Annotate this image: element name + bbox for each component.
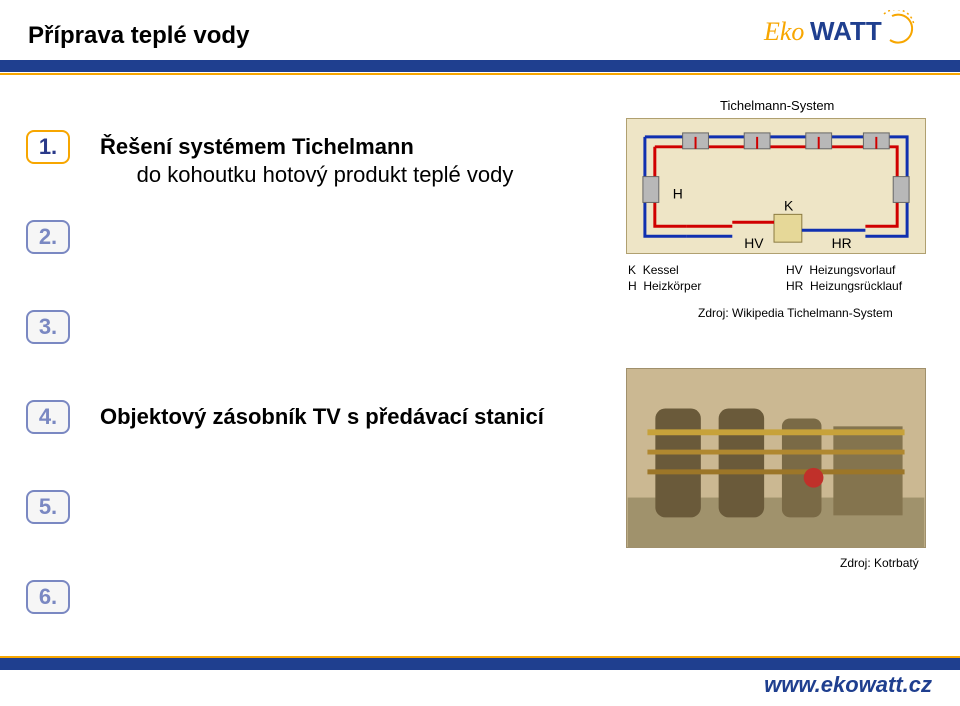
legend-sym: HR [786, 279, 803, 293]
legend-sym: H [628, 279, 637, 293]
nav-step-label: 5. [39, 494, 57, 520]
legend-text: Heizungsrücklauf [810, 279, 902, 293]
header: Příprava teplé vody Eko WATT [0, 0, 960, 64]
photo-caption: Zdroj: Kotrbatý [840, 556, 919, 570]
brand-logo: Eko WATT [762, 10, 932, 50]
header-divider [0, 60, 960, 75]
nav-step-5[interactable]: 5. [26, 490, 70, 524]
diagram-title: Tichelmann-System [720, 98, 834, 113]
nav-step-label: 4. [39, 404, 57, 430]
body-line-2: do kohoutku hotový produkt teplé vody [100, 162, 513, 188]
nav-step-label: 1. [39, 134, 57, 160]
legend-text: Kessel [643, 263, 679, 277]
nav-step-label: 6. [39, 584, 57, 610]
body-line-4: Objektový zásobník TV s předávací stanic… [100, 404, 544, 430]
body-line-1: Řešení systémem Tichelmann [100, 134, 414, 160]
diagram-label-hr: HR [832, 235, 852, 251]
diagram-label-k: K [784, 197, 794, 213]
footer-divider [0, 655, 960, 670]
page-title: Příprava teplé vody [28, 22, 249, 50]
legend-text: Heizungsvorlauf [809, 263, 895, 277]
logo-eko: Eko [763, 17, 804, 46]
diagram-legend-right: HV Heizungsvorlauf HR Heizungsrücklauf [786, 262, 946, 294]
logo-watt: WATT [810, 16, 882, 46]
legend-sym: HV [786, 263, 803, 277]
legend-sym: K [628, 263, 636, 277]
photo-heating-station [626, 368, 926, 548]
nav-step-label: 2. [39, 224, 57, 250]
slide: Příprava teplé vody Eko WATT 1. 2. 3. 4.… [0, 0, 960, 706]
footer-url: www.ekowatt.cz [764, 672, 932, 698]
nav-step-label: 3. [39, 314, 57, 340]
diagram-caption: Zdroj: Wikipedia Tichelmann-System [698, 306, 893, 320]
nav-step-2[interactable]: 2. [26, 220, 70, 254]
diagram-label-h: H [673, 185, 683, 201]
nav-step-1[interactable]: 1. [26, 130, 70, 164]
legend-text: Heizkörper [643, 279, 701, 293]
nav-step-3[interactable]: 3. [26, 310, 70, 344]
tichelmann-diagram: H HV K HR [626, 118, 926, 254]
nav-step-6[interactable]: 6. [26, 580, 70, 614]
nav-step-4[interactable]: 4. [26, 400, 70, 434]
diagram-legend-left: K Kessel H Heizkörper [628, 262, 778, 294]
diagram-label-hv: HV [744, 235, 764, 251]
